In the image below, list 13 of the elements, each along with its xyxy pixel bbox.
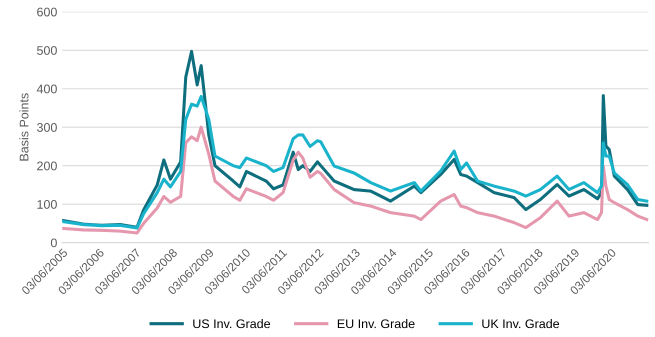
y-axis-title: Basis Points bbox=[19, 93, 28, 161]
legend-label: US Inv. Grade bbox=[193, 319, 270, 328]
y-tick-label: 200 bbox=[37, 161, 57, 170]
y-tick-label: 500 bbox=[37, 46, 57, 55]
y-tick-label: 600 bbox=[37, 8, 57, 16]
legend-label: UK Inv. Grade bbox=[482, 319, 560, 328]
legend-label: EU Inv. Grade bbox=[338, 319, 415, 328]
line-series bbox=[62, 94, 648, 230]
line-series bbox=[62, 126, 648, 235]
y-tick-label: 100 bbox=[37, 200, 57, 209]
y-tick-label: 300 bbox=[36, 123, 57, 132]
y-tick-label: 400 bbox=[36, 84, 57, 94]
y-tick-label: 0 bbox=[50, 238, 57, 248]
